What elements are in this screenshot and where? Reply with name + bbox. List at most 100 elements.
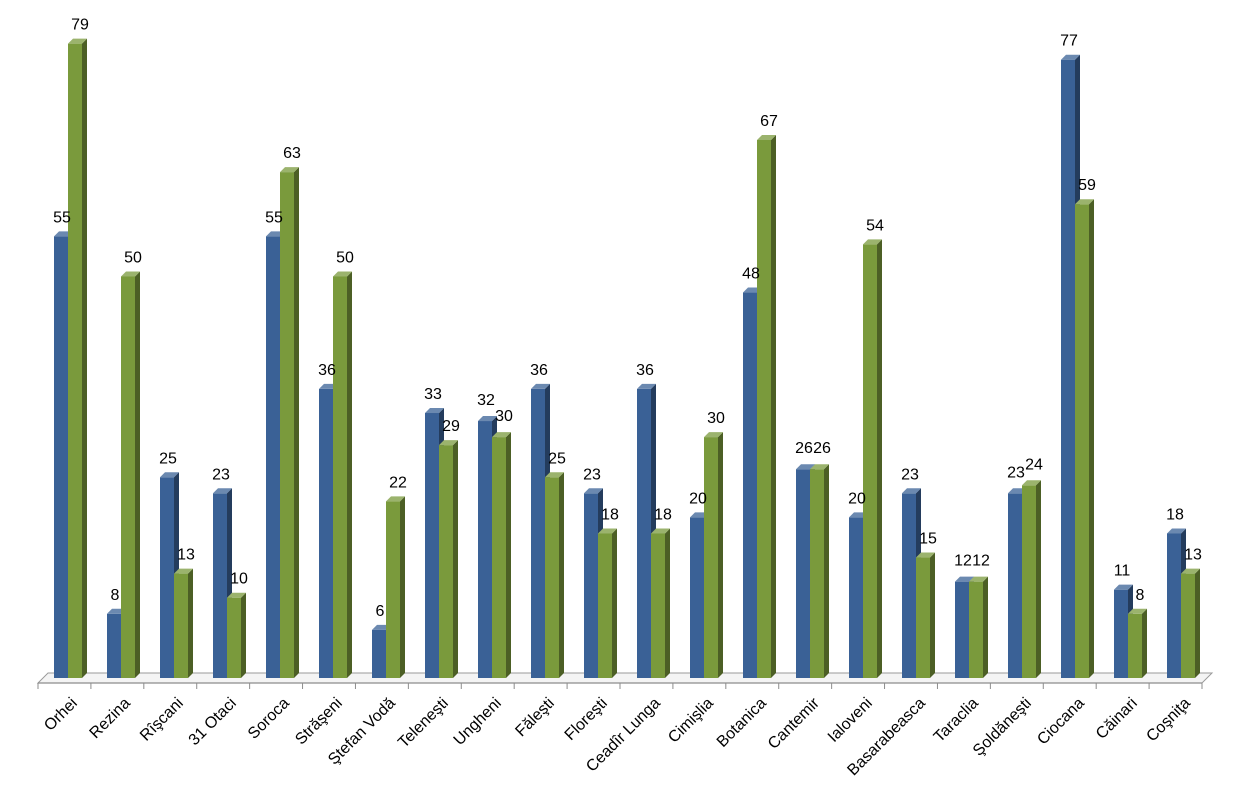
bar-series2-side — [241, 592, 246, 678]
category-label: Rezina — [87, 695, 134, 742]
bar-series2-side — [82, 38, 87, 678]
data-label-series2: 54 — [866, 217, 884, 234]
bar-series1-top — [425, 408, 444, 414]
bar-series2-top — [1022, 480, 1041, 486]
bar-series2-side — [453, 440, 458, 678]
category-label: Floreşti — [562, 695, 611, 744]
data-label-series2: 24 — [1025, 456, 1043, 473]
bar-series2-top — [651, 528, 670, 534]
bar-series2 — [757, 134, 776, 679]
bar-series2-side — [400, 496, 405, 678]
bar-series1-front — [1114, 589, 1128, 678]
bar-series2-top — [969, 576, 988, 582]
bar-group — [54, 38, 1200, 679]
bar-series2-front — [1022, 485, 1036, 678]
bar-series1-front — [955, 581, 969, 678]
category-label: Rîşcani — [137, 695, 187, 745]
data-label-series1: 36 — [636, 362, 654, 379]
bar-series1-front — [266, 236, 280, 678]
category-label: Străşeni — [292, 695, 346, 749]
bar-series2-front — [863, 244, 877, 678]
category-label: Făleşti — [512, 695, 557, 740]
data-label-series1: 55 — [53, 209, 71, 226]
bar-series2-top — [863, 239, 882, 245]
bar-series1-top — [160, 472, 179, 478]
data-label-series1: 8 — [111, 587, 120, 604]
bar-series2-front — [227, 597, 241, 678]
bar-series2-top — [174, 568, 193, 574]
category-label: Coşniţa — [1143, 695, 1193, 745]
bar-series2-side — [188, 568, 193, 678]
bar-series2-front — [757, 139, 771, 679]
data-label-series2: 29 — [442, 418, 460, 435]
bar-series2-front — [1075, 204, 1089, 679]
bar-series2-top — [1181, 568, 1200, 574]
bar-series2-side — [771, 134, 776, 679]
bar-series2-front — [810, 469, 824, 678]
bar-series2-side — [506, 432, 511, 678]
bar-series2 — [545, 472, 564, 678]
bar-series2 — [810, 464, 829, 678]
bar-series1-front — [1167, 533, 1181, 678]
bar-series2-front — [174, 573, 188, 678]
data-label-series1: 23 — [901, 466, 919, 483]
bar-series1-front — [213, 493, 227, 678]
category-label: Cimişlia — [665, 695, 717, 747]
bar-series1-front — [160, 477, 174, 678]
bar-series2-side — [347, 271, 352, 678]
bar-series1-top — [1114, 584, 1133, 590]
category-label: Ialoveni — [825, 695, 876, 746]
bar-series1-top — [213, 488, 232, 494]
bar-series2-top — [1128, 608, 1147, 614]
bar-series2-side — [1195, 568, 1200, 678]
bar-series2-front — [545, 477, 559, 678]
category-label: Teleneşti — [395, 695, 452, 752]
bar-series1-top — [637, 383, 656, 389]
bar-series2-side — [983, 576, 988, 678]
data-label-series1: 23 — [1007, 464, 1025, 481]
category-label: Soroca — [245, 695, 293, 743]
bar-series2 — [68, 38, 87, 678]
bar-series2-side — [824, 464, 829, 678]
data-label-series1: 26 — [795, 440, 813, 457]
bar-series2-front — [969, 581, 983, 678]
data-labels: 5579850251323105563365062233293230362523… — [53, 17, 1202, 620]
bar-series2-top — [757, 134, 776, 140]
bar-series2 — [1022, 480, 1041, 678]
bar-series1-front — [531, 388, 545, 678]
bar-series2 — [598, 528, 617, 678]
bar-series2-side — [665, 528, 670, 678]
bar-series1-front — [796, 469, 810, 678]
bar-series2-front — [651, 533, 665, 678]
bar-series2 — [280, 167, 299, 679]
data-label-series2: 13 — [177, 547, 195, 564]
data-label-series2: 26 — [813, 440, 831, 457]
data-label-series2: 67 — [760, 113, 778, 130]
bar-series1-front — [107, 613, 121, 678]
data-label-series2: 59 — [1078, 177, 1096, 194]
bar-series2-front — [439, 445, 453, 678]
category-label: Cantemir — [765, 694, 823, 752]
bar-series2-side — [135, 271, 140, 678]
bar-series2-side — [1089, 199, 1094, 679]
bar-series1-top — [584, 488, 603, 494]
bar-series1-front — [1061, 59, 1075, 678]
bar-series2-side — [612, 528, 617, 678]
bar-series2-top — [386, 496, 405, 502]
bar-series2 — [386, 496, 405, 678]
bar-series2-top — [545, 472, 564, 478]
bar-series2 — [863, 239, 882, 678]
bar-series2-top — [121, 271, 140, 277]
bar-series1-top — [902, 488, 921, 494]
bar-series1-front — [637, 388, 651, 678]
bar-series2-top — [280, 167, 299, 173]
bar-series2-front — [1128, 613, 1142, 678]
bar-series2-top — [704, 432, 723, 438]
category-label: Ungheni — [451, 695, 505, 749]
data-label-series1: 77 — [1060, 33, 1078, 50]
bar-series2 — [1181, 568, 1200, 678]
bar-series1-top — [1167, 528, 1186, 534]
data-label-series2: 12 — [972, 553, 990, 570]
bar-series2-side — [1036, 480, 1041, 678]
